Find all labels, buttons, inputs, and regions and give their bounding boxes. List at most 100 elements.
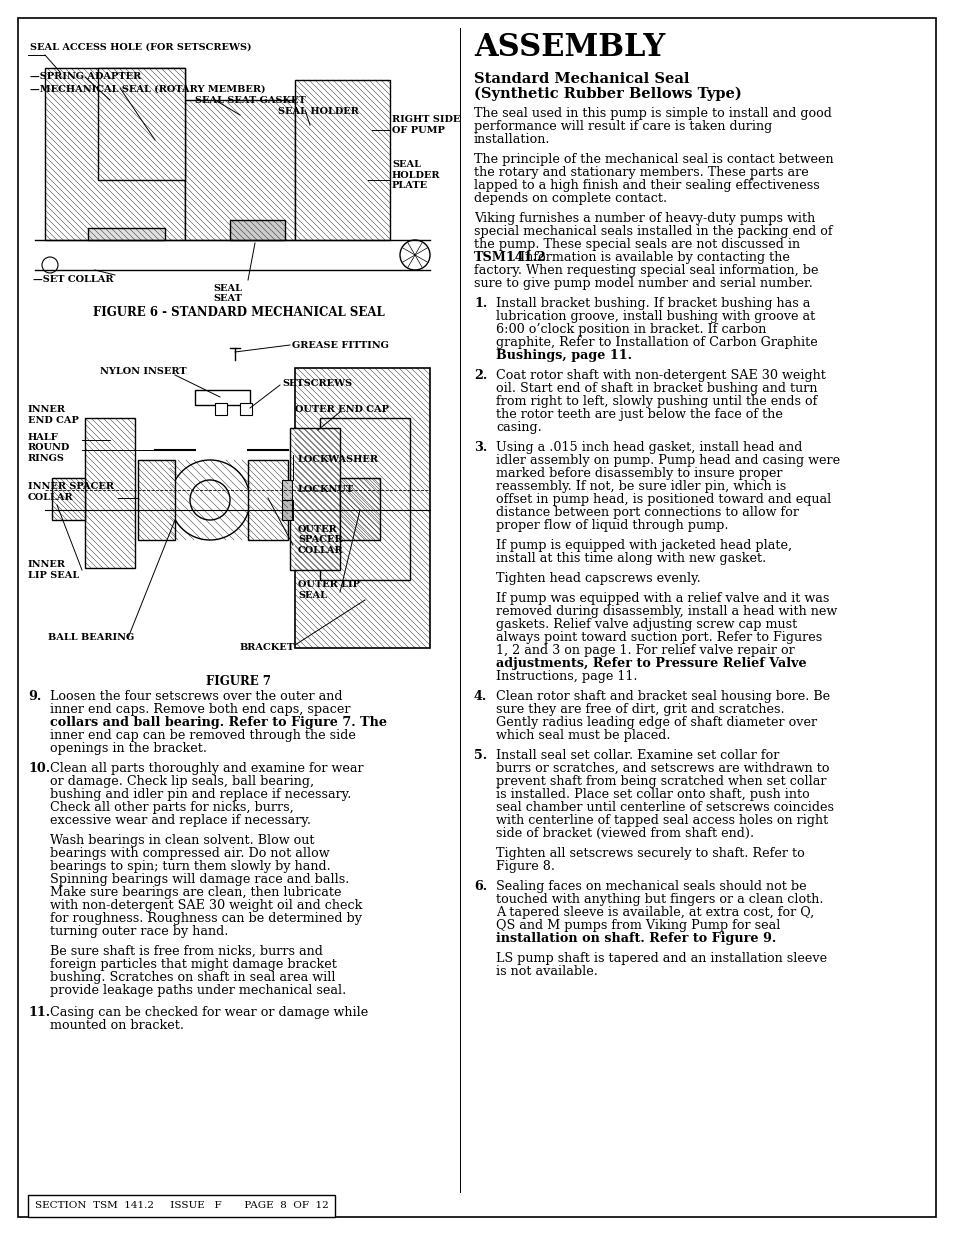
Text: 4.: 4. <box>474 690 487 703</box>
Bar <box>282 480 292 500</box>
Text: Clean all parts thoroughly and examine for wear: Clean all parts thoroughly and examine f… <box>50 762 363 776</box>
Bar <box>194 390 250 405</box>
Text: proper flow of liquid through pump.: proper flow of liquid through pump. <box>496 519 728 532</box>
Text: Tighten head capscrews evenly.: Tighten head capscrews evenly. <box>496 572 700 585</box>
Text: mounted on bracket.: mounted on bracket. <box>50 1019 184 1032</box>
Text: removed during disassembly, install a head with new: removed during disassembly, install a he… <box>496 605 837 618</box>
Bar <box>294 80 390 240</box>
Bar <box>85 417 135 568</box>
Text: Using a .015 inch head gasket, install head and: Using a .015 inch head gasket, install h… <box>496 441 801 454</box>
Text: side of bracket (viewed from shaft end).: side of bracket (viewed from shaft end). <box>496 827 753 840</box>
Text: 11.: 11. <box>28 1007 51 1019</box>
Text: offset in pump head, is positioned toward and equal: offset in pump head, is positioned towar… <box>496 493 830 506</box>
Text: touched with anything but fingers or a clean cloth.: touched with anything but fingers or a c… <box>496 893 822 906</box>
Text: adjustments, Refer to Pressure Relief Valve: adjustments, Refer to Pressure Relief Va… <box>496 657 806 671</box>
Text: Clean rotor shaft and bracket seal housing bore. Be: Clean rotor shaft and bracket seal housi… <box>496 690 829 703</box>
Text: Install bracket bushing. If bracket bushing has a: Install bracket bushing. If bracket bush… <box>496 296 809 310</box>
Text: SECTION  TSM  141.2     ISSUE   F       PAGE  8  OF  12: SECTION TSM 141.2 ISSUE F PAGE 8 OF 12 <box>34 1202 328 1210</box>
Text: Make sure bearings are clean, then lubricate: Make sure bearings are clean, then lubri… <box>50 885 341 899</box>
Polygon shape <box>98 68 185 180</box>
Text: openings in the bracket.: openings in the bracket. <box>50 742 207 755</box>
Text: is installed. Place set collar onto shaft, push into: is installed. Place set collar onto shaf… <box>496 788 809 802</box>
Text: 10.: 10. <box>28 762 51 776</box>
Bar <box>248 459 288 540</box>
Text: LOCKWASHER: LOCKWASHER <box>297 456 378 464</box>
Text: GREASE FITTING: GREASE FITTING <box>292 341 389 350</box>
Text: 1.: 1. <box>474 296 487 310</box>
Text: install at this time along with new gasket.: install at this time along with new gask… <box>496 552 765 564</box>
Text: If pump is equipped with jacketed head plate,: If pump is equipped with jacketed head p… <box>496 538 791 552</box>
Text: The principle of the mechanical seal is contact between: The principle of the mechanical seal is … <box>474 153 833 165</box>
Text: NYLON INSERT: NYLON INSERT <box>100 368 187 377</box>
Bar <box>214 403 227 415</box>
Text: SEAL SEAT GASKET: SEAL SEAT GASKET <box>194 96 305 105</box>
Text: always point toward suction port. Refer to Figures: always point toward suction port. Refer … <box>496 631 821 643</box>
Text: with non-detergent SAE 30 weight oil and check: with non-detergent SAE 30 weight oil and… <box>50 899 362 911</box>
Text: SETSCREWS: SETSCREWS <box>282 378 352 388</box>
Text: 6:00 o’clock position in bracket. If carbon: 6:00 o’clock position in bracket. If car… <box>496 324 765 336</box>
Text: distance between port connections to allow for: distance between port connections to all… <box>496 506 799 519</box>
Text: casing.: casing. <box>496 421 541 433</box>
Text: performance will result if care is taken during: performance will result if care is taken… <box>474 120 771 133</box>
Text: Coat rotor shaft with non-detergent SAE 30 weight: Coat rotor shaft with non-detergent SAE … <box>496 369 825 382</box>
Bar <box>282 500 292 520</box>
Bar <box>88 228 165 240</box>
Text: or damage. Check lip seals, ball bearing,: or damage. Check lip seals, ball bearing… <box>50 776 314 788</box>
Text: inner end caps. Remove both end caps, spacer: inner end caps. Remove both end caps, sp… <box>50 703 350 716</box>
Text: Tighten all setscrews securely to shaft. Refer to: Tighten all setscrews securely to shaft.… <box>496 847 804 860</box>
Text: Standard Mechanical Seal: Standard Mechanical Seal <box>474 72 689 86</box>
Text: installation.: installation. <box>474 133 550 146</box>
Text: 5.: 5. <box>474 748 487 762</box>
Text: OUTER
SPACER
COLLAR: OUTER SPACER COLLAR <box>297 525 343 555</box>
Text: special mechanical seals installed in the packing end of: special mechanical seals installed in th… <box>474 225 832 238</box>
Text: The seal used in this pump is simple to install and good: The seal used in this pump is simple to … <box>474 107 831 120</box>
Text: Sealing faces on mechanical seals should not be: Sealing faces on mechanical seals should… <box>496 881 806 893</box>
Text: Bushings, page 11.: Bushings, page 11. <box>496 350 631 362</box>
Text: 6.: 6. <box>474 881 487 893</box>
Text: marked before disassembly to insure proper: marked before disassembly to insure prop… <box>496 467 781 480</box>
Text: LOCKNUT: LOCKNUT <box>297 485 354 494</box>
Text: 9.: 9. <box>28 690 41 703</box>
Text: provide leakage paths under mechanical seal.: provide leakage paths under mechanical s… <box>50 984 346 997</box>
Bar <box>294 368 430 648</box>
Text: bushing and idler pin and replace if necessary.: bushing and idler pin and replace if nec… <box>50 788 351 802</box>
Text: RIGHT SIDE
OF PUMP: RIGHT SIDE OF PUMP <box>392 115 460 135</box>
Text: Install seal set collar. Examine set collar for: Install seal set collar. Examine set col… <box>496 748 779 762</box>
Text: bushing. Scratches on shaft in seal area will: bushing. Scratches on shaft in seal area… <box>50 971 335 984</box>
Text: sure they are free of dirt, grit and scratches.: sure they are free of dirt, grit and scr… <box>496 703 783 716</box>
Text: SEAL ACCESS HOLE (FOR SETSCREWS): SEAL ACCESS HOLE (FOR SETSCREWS) <box>30 43 252 52</box>
Text: burrs or scratches, and setscrews are withdrawn to: burrs or scratches, and setscrews are wi… <box>496 762 828 776</box>
Text: reassembly. If not, be sure idler pin, which is: reassembly. If not, be sure idler pin, w… <box>496 480 785 493</box>
Text: LS pump shaft is tapered and an installation sleeve: LS pump shaft is tapered and an installa… <box>496 952 826 965</box>
Text: Spinning bearings will damage race and balls.: Spinning bearings will damage race and b… <box>50 873 349 885</box>
Text: sure to give pump model number and serial number.: sure to give pump model number and seria… <box>474 277 812 290</box>
Text: turning outer race by hand.: turning outer race by hand. <box>50 925 228 939</box>
Text: graphite, Refer to Installation of Carbon Graphite: graphite, Refer to Installation of Carbo… <box>496 336 817 350</box>
Bar <box>52 478 85 520</box>
Text: —SPRING ADAPTER: —SPRING ADAPTER <box>30 72 141 82</box>
Text: is not available.: is not available. <box>496 965 598 978</box>
Text: prevent shaft from being scratched when set collar: prevent shaft from being scratched when … <box>496 776 825 788</box>
Text: depends on complete contact.: depends on complete contact. <box>474 191 666 205</box>
Text: Casing can be checked for wear or damage while: Casing can be checked for wear or damage… <box>50 1007 368 1019</box>
Bar <box>138 459 174 540</box>
Text: with centerline of tapped seal access holes on right: with centerline of tapped seal access ho… <box>496 814 827 827</box>
Text: lubrication groove, install bushing with groove at: lubrication groove, install bushing with… <box>496 310 815 324</box>
Circle shape <box>190 480 230 520</box>
Text: bearings with compressed air. Do not allow: bearings with compressed air. Do not all… <box>50 847 330 860</box>
Text: FIGURE 6 - STANDARD MECHANICAL SEAL: FIGURE 6 - STANDARD MECHANICAL SEAL <box>93 306 384 319</box>
Text: installation on shaft. Refer to Figure 9.: installation on shaft. Refer to Figure 9… <box>496 932 776 945</box>
Text: from right to left, slowly pushing until the ends of: from right to left, slowly pushing until… <box>496 395 817 408</box>
Text: SEAL
HOLDER
PLATE: SEAL HOLDER PLATE <box>392 161 440 190</box>
Text: lapped to a high finish and their sealing effectiveness: lapped to a high finish and their sealin… <box>474 179 819 191</box>
Bar <box>45 68 185 240</box>
Text: INNER SPACER
COLLAR: INNER SPACER COLLAR <box>28 483 113 501</box>
Text: the rotary and stationary members. These parts are: the rotary and stationary members. These… <box>474 165 808 179</box>
Text: (Synthetic Rubber Bellows Type): (Synthetic Rubber Bellows Type) <box>474 86 741 101</box>
Text: INNER
END CAP: INNER END CAP <box>28 405 79 425</box>
Text: Check all other parts for nicks, burrs,: Check all other parts for nicks, burrs, <box>50 802 294 814</box>
Text: A tapered sleeve is available, at extra cost, for Q,: A tapered sleeve is available, at extra … <box>496 906 814 919</box>
Text: BRACKET: BRACKET <box>240 643 294 652</box>
Text: Wash bearings in clean solvent. Blow out: Wash bearings in clean solvent. Blow out <box>50 834 314 847</box>
Text: Gently radius leading edge of shaft diameter over: Gently radius leading edge of shaft diam… <box>496 716 817 729</box>
